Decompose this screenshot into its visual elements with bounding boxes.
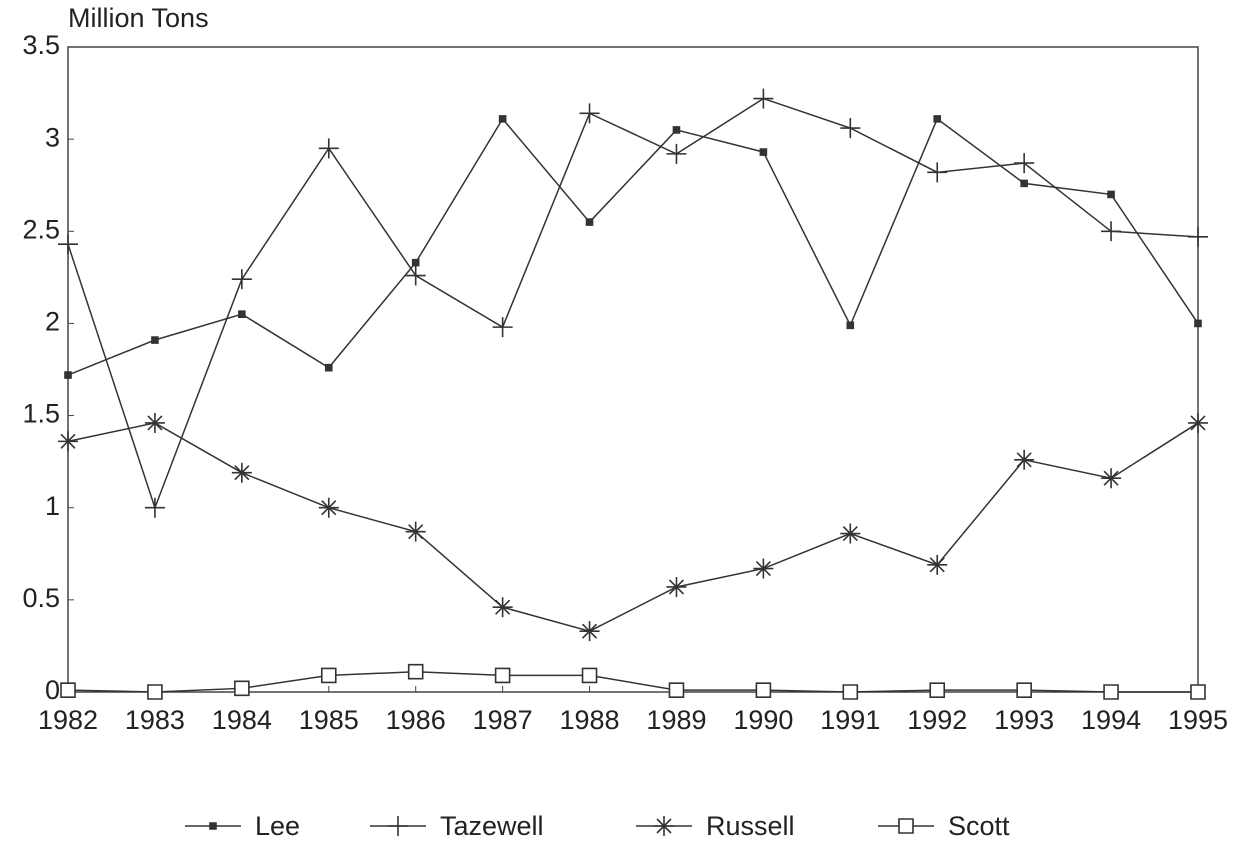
marker bbox=[60, 682, 76, 698]
series-line bbox=[67, 97, 1199, 510]
marker bbox=[411, 258, 420, 267]
plot-frame bbox=[67, 46, 1199, 693]
marker bbox=[927, 162, 948, 183]
series-line bbox=[67, 117, 1199, 376]
legend-marker bbox=[209, 822, 217, 830]
marker bbox=[64, 371, 72, 379]
y-tick-label: 2 bbox=[45, 307, 60, 337]
marker bbox=[753, 558, 774, 579]
y-tick-label: 0 bbox=[45, 675, 60, 705]
x-tick-label: 1984 bbox=[212, 705, 272, 735]
marker bbox=[1020, 179, 1028, 188]
legend-label: Scott bbox=[948, 811, 1010, 841]
marker bbox=[231, 269, 252, 290]
marker bbox=[494, 667, 511, 684]
x-tick-label: 1987 bbox=[473, 705, 533, 735]
marker bbox=[58, 234, 78, 255]
legend-label: Tazewell bbox=[440, 811, 544, 841]
marker bbox=[151, 336, 159, 344]
marker bbox=[585, 218, 594, 226]
marker bbox=[238, 310, 246, 319]
marker bbox=[1101, 468, 1122, 489]
marker bbox=[1016, 682, 1032, 698]
x-tick-label: 1985 bbox=[299, 705, 359, 735]
legend-marker bbox=[388, 816, 408, 836]
marker bbox=[579, 103, 600, 124]
x-tick-label: 1994 bbox=[1081, 705, 1141, 735]
x-tick-label: 1991 bbox=[820, 705, 880, 735]
marker bbox=[144, 412, 165, 433]
marker bbox=[579, 621, 600, 642]
x-tick-label: 1989 bbox=[646, 705, 706, 735]
marker bbox=[1188, 226, 1208, 247]
legend-marker bbox=[654, 816, 674, 836]
marker bbox=[1014, 449, 1035, 470]
marker bbox=[318, 138, 339, 159]
x-tick-label: 1995 bbox=[1168, 705, 1228, 735]
legend-label: Lee bbox=[255, 811, 300, 841]
marker bbox=[58, 431, 78, 452]
marker bbox=[1101, 221, 1122, 242]
x-tick-label: 1992 bbox=[907, 705, 967, 735]
x-tick-label: 1990 bbox=[733, 705, 793, 735]
marker bbox=[492, 317, 513, 338]
x-tick-label: 1982 bbox=[38, 705, 98, 735]
x-tick-label: 1993 bbox=[994, 705, 1054, 735]
marker bbox=[1014, 153, 1035, 174]
marker bbox=[147, 684, 163, 700]
marker bbox=[1190, 684, 1206, 700]
marker bbox=[666, 143, 687, 164]
marker bbox=[1103, 684, 1119, 700]
marker bbox=[846, 321, 855, 330]
marker bbox=[498, 115, 507, 123]
marker bbox=[581, 667, 598, 684]
marker bbox=[840, 523, 861, 544]
marker bbox=[840, 118, 861, 139]
marker bbox=[668, 682, 685, 698]
marker bbox=[407, 663, 424, 680]
x-tick-label: 1988 bbox=[559, 705, 619, 735]
marker bbox=[405, 265, 426, 286]
y-tick-label: 1 bbox=[45, 491, 60, 521]
y-tick-label: 0.5 bbox=[22, 583, 60, 613]
y-tick-label: 2.5 bbox=[22, 214, 60, 244]
marker bbox=[1188, 412, 1208, 433]
marker bbox=[405, 521, 426, 542]
y-tick-label: 3 bbox=[45, 122, 60, 152]
marker bbox=[666, 576, 687, 597]
marker bbox=[492, 597, 513, 618]
x-tick-label: 1983 bbox=[125, 705, 185, 735]
x-tick-label: 1986 bbox=[386, 705, 446, 735]
marker bbox=[842, 684, 859, 700]
marker bbox=[927, 554, 948, 575]
y-axis-label: Million Tons bbox=[68, 3, 209, 33]
y-tick-label: 1.5 bbox=[22, 399, 60, 429]
marker bbox=[929, 682, 946, 698]
marker bbox=[318, 497, 339, 518]
marker bbox=[1194, 319, 1202, 328]
marker bbox=[933, 115, 942, 123]
legend-marker bbox=[898, 818, 914, 834]
series-line bbox=[67, 670, 1198, 693]
marker bbox=[755, 682, 772, 698]
marker bbox=[320, 667, 337, 684]
y-tick-label: 3.5 bbox=[22, 30, 60, 60]
marker bbox=[1107, 190, 1115, 199]
marker bbox=[753, 88, 774, 109]
marker bbox=[231, 462, 252, 483]
marker bbox=[234, 680, 250, 697]
legend-label: Russell bbox=[706, 811, 795, 841]
marker bbox=[144, 497, 165, 518]
marker bbox=[324, 363, 333, 372]
marker bbox=[759, 148, 768, 156]
marker bbox=[672, 126, 681, 134]
series-line bbox=[67, 422, 1199, 632]
